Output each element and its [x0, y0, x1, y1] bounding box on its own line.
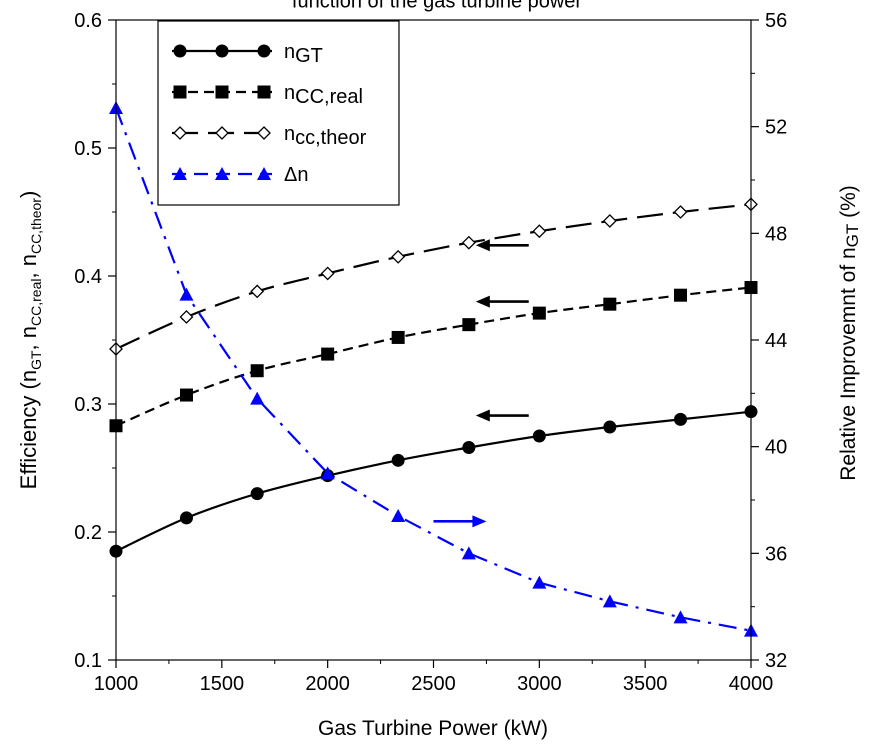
series-line-2: [116, 204, 751, 349]
series-line-0: [116, 412, 751, 552]
chart-title: function of the gas turbine power: [292, 0, 583, 12]
legend-entry: Δn: [284, 164, 308, 186]
data-point-2: [251, 285, 263, 297]
legend-marker: [174, 45, 187, 58]
y-left-tick-label: 0.5: [74, 138, 102, 160]
y-axis-right-label: Relative Improvemnt of nGT (%): [837, 185, 862, 481]
x-axis-label: Gas Turbine Power (kW): [318, 717, 548, 740]
data-point-1: [321, 348, 334, 361]
data-point-0: [674, 413, 687, 426]
y-right-tick-label: 48: [765, 223, 787, 245]
data-point-1: [392, 331, 405, 344]
y-right-tick-label: 52: [765, 117, 787, 139]
data-point-1: [180, 389, 193, 402]
data-point-0: [603, 421, 616, 434]
legend-entry: ncc,theor: [284, 123, 367, 149]
x-tick-label: 4000: [729, 673, 774, 695]
annotation-arrow: [476, 296, 529, 308]
data-point-0: [392, 454, 405, 467]
legend-marker: [174, 86, 187, 99]
data-point-1: [462, 318, 475, 331]
data-point-3: [250, 392, 264, 405]
x-tick-label: 3000: [517, 673, 562, 695]
y-left-tick-label: 0.4: [74, 266, 102, 288]
annotation-arrow: [476, 410, 529, 422]
data-point-1: [674, 289, 687, 302]
y-left-tick-label: 0.6: [74, 10, 102, 32]
x-tick-label: 1000: [94, 673, 139, 695]
legend-marker: [216, 45, 229, 58]
data-point-0: [180, 511, 193, 524]
legend-marker: [258, 45, 271, 58]
data-point-2: [180, 311, 192, 323]
data-point-2: [604, 215, 616, 227]
y-right-tick-label: 32: [765, 650, 787, 672]
data-point-3: [391, 509, 405, 522]
data-point-2: [392, 251, 404, 263]
legend-box: [158, 21, 399, 205]
data-point-0: [462, 441, 475, 454]
data-point-3: [532, 576, 546, 589]
x-tick-label: 1500: [200, 673, 245, 695]
x-tick-label: 3500: [623, 673, 668, 695]
x-tick-label: 2500: [411, 673, 456, 695]
y-right-tick-label: 40: [765, 437, 787, 459]
series-line-1: [116, 288, 751, 426]
y-left-tick-label: 0.2: [74, 522, 102, 544]
data-point-1: [251, 364, 264, 377]
legend-marker: [258, 86, 271, 99]
data-point-2: [322, 267, 334, 279]
data-point-3: [462, 546, 476, 559]
y-left-tick-label: 0.1: [74, 650, 102, 672]
y-right-tick-label: 44: [765, 330, 787, 352]
data-point-1: [603, 298, 616, 311]
y-right-tick-label: 36: [765, 543, 787, 565]
data-point-2: [675, 206, 687, 218]
data-point-0: [251, 487, 264, 500]
y-right-tick-label: 56: [765, 10, 787, 32]
legend-marker: [216, 86, 229, 99]
data-point-0: [533, 430, 546, 443]
legend-entry: nCC,real: [284, 82, 363, 108]
data-point-2: [463, 237, 475, 249]
data-point-3: [179, 288, 193, 301]
annotation-arrow: [434, 515, 487, 527]
y-left-tick-label: 0.3: [74, 394, 102, 416]
data-point-1: [533, 307, 546, 320]
data-point-2: [533, 225, 545, 237]
data-point-3: [674, 610, 688, 623]
data-point-3: [603, 594, 617, 607]
x-tick-label: 2000: [305, 673, 350, 695]
y-axis-left-label: Efficiency (nGT, nCC,real, nCC,theor): [16, 191, 44, 490]
